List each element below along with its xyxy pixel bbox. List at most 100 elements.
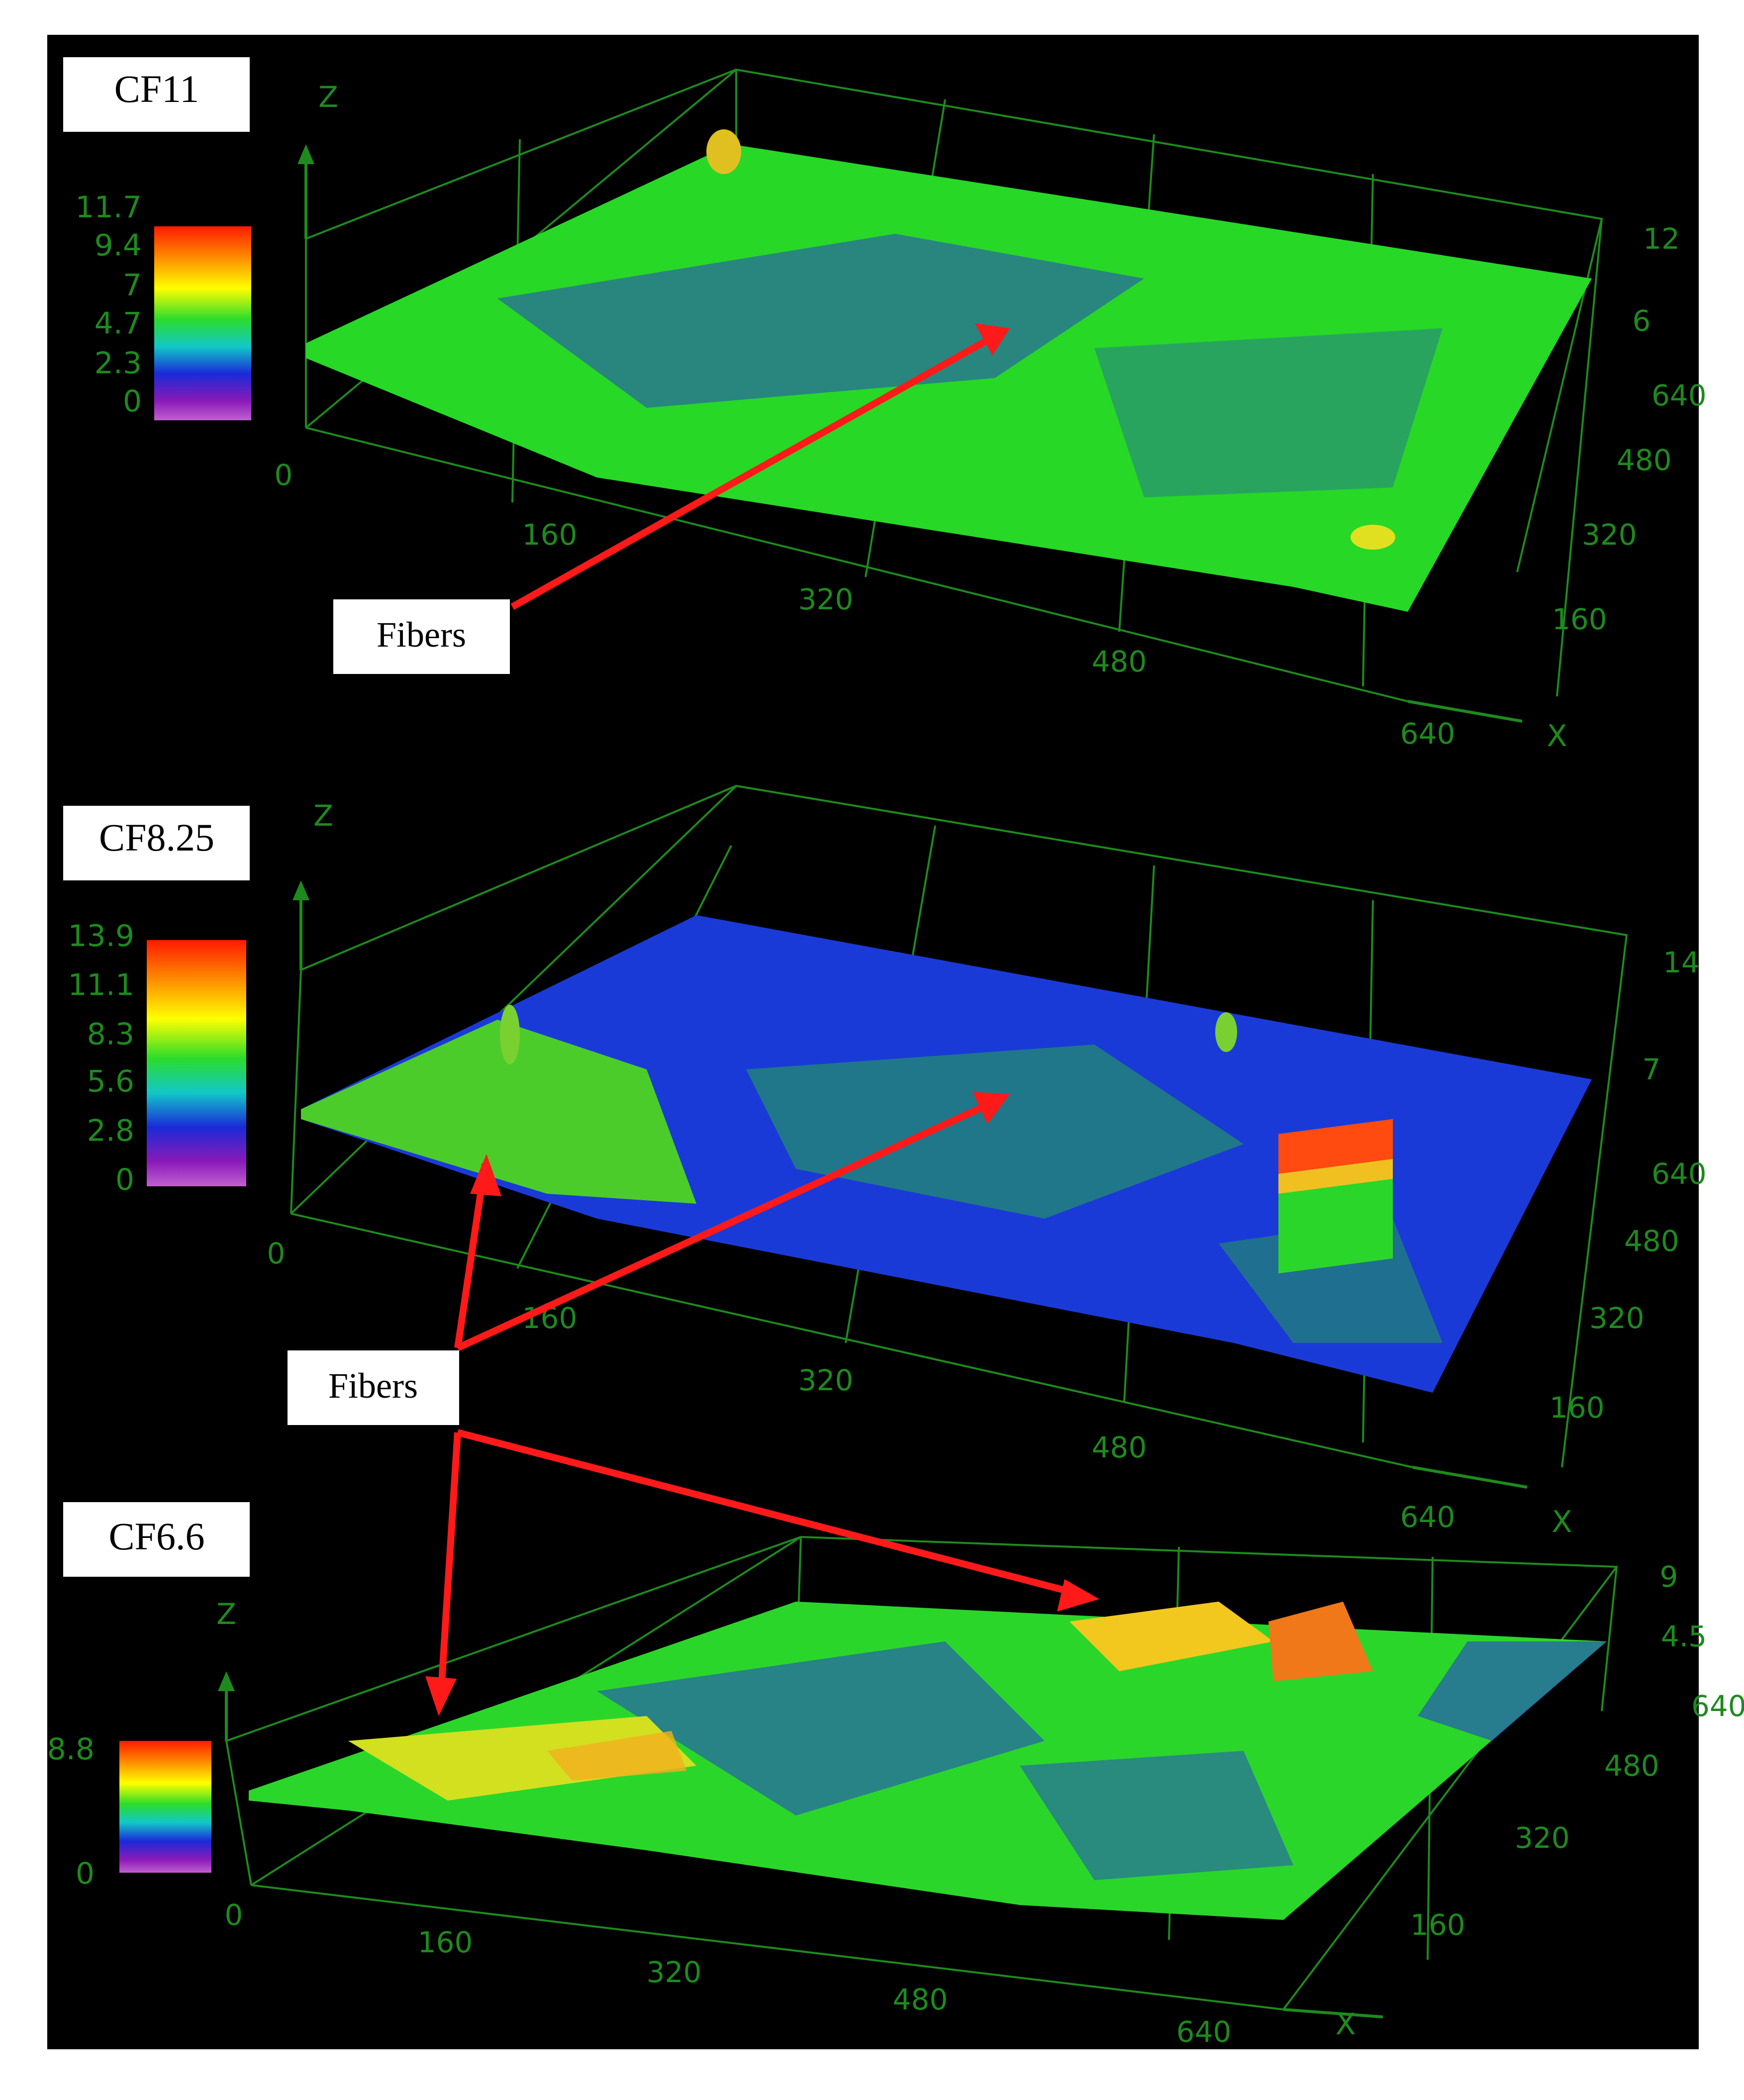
x-tick-label: 640 (1176, 2015, 1232, 2049)
x-tick-label: 0 (225, 1898, 243, 1932)
colorbar-tick-label: 11.1 (68, 968, 134, 1003)
panel-title: CF11 (114, 67, 199, 110)
x-tick-label: 0 (275, 458, 293, 492)
y-tick-label: 480 (1624, 1224, 1679, 1258)
surface-peak (706, 129, 741, 174)
x-tick-label: 320 (647, 1955, 702, 1989)
panel-title-box (63, 1502, 250, 1577)
z-tick-label: 14 (1663, 946, 1700, 979)
y-tick-label: 160 (1410, 1908, 1465, 1942)
surface-shading (746, 1045, 1244, 1219)
y-tick-label: 480 (1617, 443, 1672, 477)
y-tick-label: 640 (1651, 1157, 1707, 1191)
x-axis-arrow (1283, 2008, 1383, 2018)
x-tick-label: 320 (798, 582, 854, 616)
y-tick-label: 640 (1651, 379, 1707, 412)
axis-ticks: 0 160 320 480 640 640 480 320 160 12 6 X Z (275, 80, 1707, 754)
z-axis-arrowhead (292, 880, 309, 900)
surface-peak (1069, 1602, 1273, 1671)
x-tick-label: 160 (418, 1925, 473, 1959)
colorbar (154, 226, 251, 420)
panel-cf11: 11.79.474.72.30 016032048064064048032016… (63, 57, 1707, 754)
arrowhead (425, 1676, 457, 1716)
colorbar-tick-label: 0 (115, 1162, 134, 1197)
surface-peak (1278, 1179, 1393, 1273)
z-tick-label: 6 (1633, 304, 1651, 338)
arrowhead (975, 323, 1010, 356)
surface-shading (1094, 328, 1443, 497)
surface-shading (597, 1641, 1045, 1815)
colorbar-ticks: 11.79.4 74.7 2.30 (75, 190, 142, 419)
x-axis-label: X (1551, 1505, 1572, 1539)
colorbar-ticks: 13.9 11.1 8.3 5.6 2.8 0 (68, 919, 134, 1197)
panel-title-box (63, 806, 250, 880)
x-tick-label: 640 (1400, 1500, 1455, 1534)
colorbar-tick-label: 13.9 (68, 919, 134, 954)
annotation-arrow (457, 1429, 1090, 1600)
colorbar (147, 940, 246, 1186)
y-tick-label: 320 (1582, 518, 1637, 552)
colorbar-tick-label: 0 (76, 1856, 95, 1891)
annotation-label: Fibers (377, 615, 466, 655)
panel-title: CF6.6 (109, 1515, 205, 1558)
colorbar-tick-label: 4.7 (95, 306, 142, 341)
surface-peak (1215, 1012, 1237, 1052)
surface-shading (301, 1020, 696, 1204)
y-tick-label: 160 (1550, 1391, 1605, 1425)
x-axis-arrow (1407, 700, 1523, 723)
surface-shading (497, 234, 1144, 408)
annotation-box (333, 599, 510, 674)
annotation-arrow (437, 1432, 461, 1707)
panel-cf825: 13.9 11.1 8.3 5.6 2.8 0 0 160 320 480 640 640 480 32… (63, 784, 1707, 1539)
arrowhead (1057, 1579, 1099, 1612)
z-tick-label: 12 (1643, 222, 1680, 256)
annotation-arrow (510, 330, 1002, 610)
colorbar-tick-label: 9.4 (95, 228, 142, 263)
colorbar-tick-label: 11.7 (75, 190, 142, 225)
arrowhead (972, 1092, 1010, 1124)
z-tick-label: 7 (1643, 1052, 1661, 1086)
x-tick-label: 320 (798, 1363, 854, 1397)
x-tick-label: 480 (1092, 1431, 1147, 1464)
x-tick-label: 480 (1092, 645, 1147, 678)
y-tick-label: 480 (1604, 1749, 1659, 1783)
annotation-arrows (437, 330, 1090, 1707)
colorbar-tick-label: 8.3 (87, 1017, 134, 1051)
x-axis-label: X (1335, 2007, 1356, 2042)
colorbar-ticks: 8.80 (47, 1732, 95, 1891)
x-tick-label: 640 (1400, 717, 1455, 751)
surface-peak (1268, 1602, 1373, 1681)
x-tick-label: 160 (522, 518, 578, 552)
annotation-arrowheads (425, 323, 1099, 1716)
annotation-arrow (454, 1163, 488, 1349)
colorbar (119, 1741, 211, 1873)
colorbar-tick-label: 2.3 (95, 346, 142, 381)
panel-title: CF8.25 (99, 816, 214, 859)
x-axis-arrow (1412, 1466, 1528, 1489)
surface-peak (348, 1716, 696, 1801)
x-tick-label: 0 (267, 1237, 286, 1270)
annotation-arrow (456, 1096, 1001, 1351)
annotation-label: Fibers (328, 1366, 418, 1406)
surface-peak (1351, 525, 1395, 550)
colorbar-tick-label: 5.6 (87, 1064, 134, 1099)
axis-ticks: 0 160 320 480 640 640 480 320 160 9 4.5 X Z (216, 1560, 1744, 2049)
y-tick-label: 320 (1589, 1301, 1645, 1335)
z-axis-arrowhead (218, 1671, 235, 1691)
z-axis-arrowhead (297, 144, 314, 164)
z-axis-label: Z (318, 80, 338, 114)
z-axis-label: Z (313, 799, 333, 833)
colorbar-tick-label: 7 (123, 268, 142, 303)
panel-title-box (63, 57, 250, 132)
colorbar-tick-label: 0 (123, 384, 142, 419)
colorbar-tick-label: 8.8 (47, 1732, 95, 1767)
z-tick-label: 9 (1660, 1560, 1678, 1594)
annotation-box (288, 1350, 459, 1425)
x-tick-label: 480 (893, 1983, 948, 2016)
surface-shading (1418, 1641, 1607, 1741)
x-axis-label: X (1547, 719, 1567, 754)
surface-shading (1020, 1751, 1293, 1880)
